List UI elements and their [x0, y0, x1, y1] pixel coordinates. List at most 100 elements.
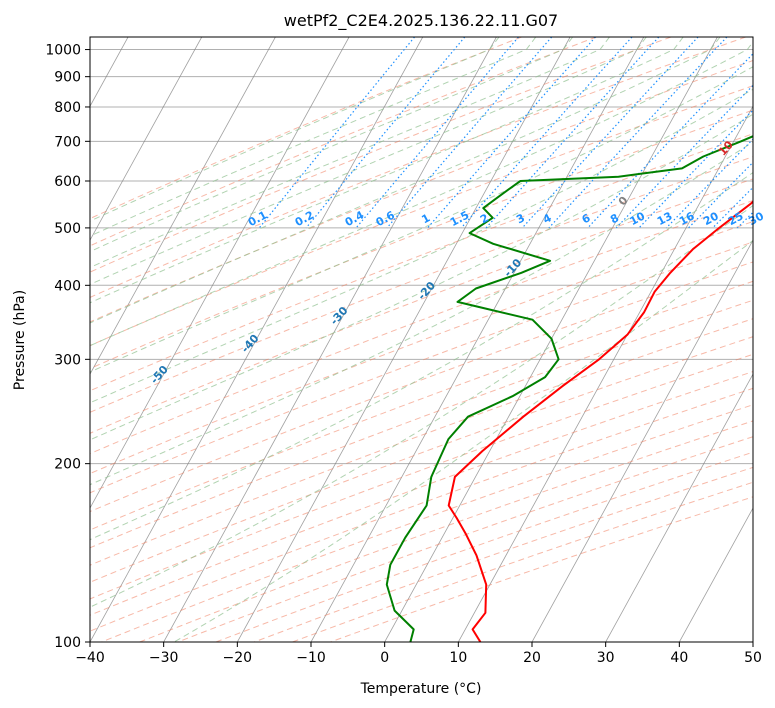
dry-adiabat-line — [215, 451, 753, 642]
dry-adiabat-line — [90, 156, 753, 413]
y-tick-label: 800 — [54, 100, 81, 116]
x-tick-label: −20 — [223, 650, 253, 666]
dewpoint-profile-line — [385, 135, 753, 642]
x-tick-label: −30 — [149, 650, 179, 666]
dry-adiabat-line — [90, 221, 753, 475]
moist-adiabat-line — [90, 41, 753, 347]
dry-adiabat-line — [90, 37, 597, 247]
temperature-profile-line — [447, 200, 753, 642]
mixing-ratio-label: 25 — [726, 209, 746, 228]
y-tick-label: 1000 — [45, 43, 81, 59]
x-tick-label: −40 — [75, 650, 105, 666]
dry-adiabat-line — [90, 178, 753, 434]
plot-frame — [89, 36, 754, 643]
dry-adiabat-line — [101, 404, 753, 642]
mixing-ratio-label: 6 — [580, 211, 593, 226]
isotherm-line — [752, 641, 753, 642]
isotherm-line — [90, 37, 424, 642]
y-axis-label: Pressure (hPa) — [12, 290, 28, 390]
dry-adiabat-line — [90, 261, 753, 513]
dry-adiabat-line — [90, 387, 753, 632]
moist-adiabat-line — [90, 204, 753, 608]
mixing-ratio-line — [521, 37, 699, 229]
isotherm-line — [90, 37, 350, 509]
moist-adiabat-line — [90, 37, 721, 324]
dry-adiabat-line — [90, 336, 753, 583]
mixing-ratio-label: 30 — [746, 209, 766, 228]
dry-adiabat-line — [90, 59, 753, 323]
mixing-ratio-line — [615, 84, 753, 229]
isotherm-line — [90, 37, 276, 375]
isotherm-line — [457, 105, 753, 642]
dry-adiabat-line — [90, 353, 753, 600]
axis-ticks: −40 −30 −20 −10 0 10 20 30 40 5010020030040050060… — [45, 43, 762, 666]
mixing-ratio-line — [460, 37, 633, 229]
dry-adiabat-line — [90, 299, 753, 549]
x-tick-label: 20 — [523, 650, 541, 666]
dry-adiabat-line — [90, 109, 753, 370]
moist-adiabat-line — [90, 37, 537, 237]
x-tick-label: 40 — [670, 650, 688, 666]
mixing-ratio-line — [548, 37, 728, 229]
moist-adiabat-line — [90, 88, 753, 404]
dry-adiabat-line — [254, 466, 753, 642]
mixing-ratio-line — [736, 211, 753, 229]
x-tick-label: 30 — [597, 650, 615, 666]
dry-adiabat-line — [90, 371, 753, 616]
moist-adiabat-line — [90, 37, 574, 253]
plot-area — [90, 37, 775, 642]
dry-adiabat-line — [90, 85, 753, 347]
x-tick-label: −10 — [296, 650, 326, 666]
dry-adiabat-line — [90, 37, 746, 298]
mixing-ratio-line — [386, 37, 553, 229]
y-tick-label: 300 — [54, 352, 81, 368]
mixing-ratio-label: 20 — [701, 209, 721, 228]
y-tick-label: 600 — [54, 174, 81, 190]
dry-adiabat-line — [90, 133, 753, 392]
dry-adiabat-line — [90, 37, 522, 220]
mixing-ratio-line — [688, 161, 753, 229]
x-tick-label: 10 — [449, 650, 467, 666]
mixing-ratio-label: 0.4 — [343, 208, 367, 229]
mixing-ratio-line — [427, 37, 596, 229]
moist-adiabat-line — [90, 37, 500, 222]
mixing-ratio-label: 0.2 — [293, 208, 316, 229]
mixing-ratio-label: 0.6 — [374, 208, 398, 229]
x-tick-label: 0 — [380, 650, 389, 666]
y-tick-label: 900 — [54, 70, 81, 86]
dry-adiabat-label: 0 — [616, 194, 631, 209]
moist-adiabat-line — [90, 37, 647, 286]
mixing-ratio-line — [305, 37, 466, 229]
isotherm-line — [163, 37, 497, 642]
mixing-ratio-line — [758, 37, 775, 228]
isopleth-labels: 0.1 0.2 0.4 0.6 1 1.5 2 3 4 6 8 10 13 16 20 25 30-50-40-… — [148, 138, 766, 386]
isotherm-line — [605, 373, 753, 642]
isotherm-line — [678, 507, 753, 642]
dry-adiabat-line — [90, 199, 753, 455]
isotherm-line — [531, 239, 753, 642]
dry-adiabat-line — [177, 436, 753, 642]
mixing-ratio-line — [258, 37, 416, 229]
isotherm-line — [236, 37, 571, 642]
moist-adiabat-line — [90, 37, 684, 304]
dry-adiabat-line — [90, 318, 753, 566]
moist-adiabat-line — [90, 172, 753, 541]
y-tick-label: 200 — [54, 457, 81, 473]
x-tick-label: 50 — [744, 650, 762, 666]
dry-adiabat-line — [90, 37, 672, 273]
y-tick-label: 500 — [54, 221, 81, 237]
isotherm-line — [90, 37, 203, 242]
mixing-ratio-label: 16 — [677, 209, 697, 228]
mixing-ratio-label: 13 — [655, 209, 675, 228]
dry-adiabat-line — [90, 241, 753, 494]
moist-adiabat-line — [90, 37, 610, 269]
y-tick-label: 400 — [54, 278, 81, 294]
mixing-ratio-label: 1.5 — [448, 208, 471, 229]
mixing-ratio-label: 10 — [628, 209, 648, 228]
x-axis-label: Temperature (°C) — [360, 681, 482, 697]
mixing-ratio-line — [587, 52, 753, 229]
mixing-ratio-label: 3 — [514, 211, 527, 226]
moist-adiabat-line — [90, 113, 753, 441]
mixing-ratio-line — [665, 138, 753, 229]
chart-title: wetPf2_C2E4.2025.136.22.11.G07 — [284, 11, 558, 31]
